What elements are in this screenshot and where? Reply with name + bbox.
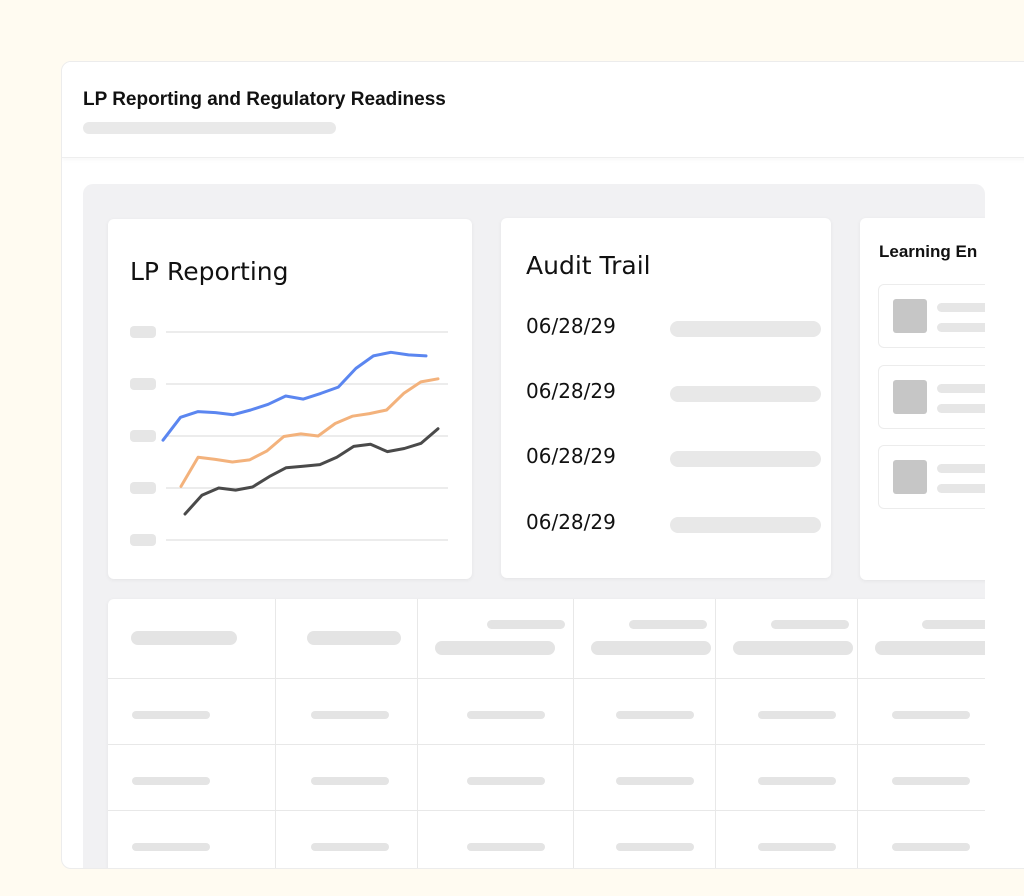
audit-entry[interactable]: 06/28/29: [526, 379, 826, 409]
cell-placeholder: [616, 777, 694, 785]
y-tick-placeholder: [130, 378, 156, 390]
series-line-1: [179, 377, 440, 488]
column-divider: [715, 599, 716, 868]
subtitle-placeholder: [83, 122, 336, 134]
cell-placeholder: [311, 843, 389, 851]
lp-reporting-chart: [130, 326, 448, 546]
row-divider: [108, 678, 985, 679]
learning-title: Learning En: [879, 242, 978, 261]
column-divider: [275, 599, 276, 868]
cell-placeholder: [758, 711, 836, 719]
cell-placeholder: [132, 711, 210, 719]
audit-entry[interactable]: 06/28/29: [526, 314, 826, 344]
series-line-2: [183, 427, 440, 516]
data-table: [108, 599, 985, 868]
column-divider: [573, 599, 574, 868]
cell-placeholder: [892, 777, 970, 785]
learning-item[interactable]: [878, 365, 985, 429]
series-line-0: [161, 350, 428, 442]
audit-entry-date: 06/28/29: [526, 379, 616, 403]
cell-placeholder: [758, 843, 836, 851]
text-placeholder: [937, 464, 985, 473]
cell-placeholder: [922, 620, 985, 629]
y-tick-placeholder: [130, 534, 156, 546]
audit-entry[interactable]: 06/28/29: [526, 444, 826, 474]
cell-placeholder: [311, 711, 389, 719]
audit-entry-date: 06/28/29: [526, 510, 616, 534]
audit-entry-date: 06/28/29: [526, 314, 616, 338]
audit-entry-placeholder: [670, 321, 821, 337]
text-placeholder: [937, 303, 985, 312]
lp-reporting-card[interactable]: LP Reporting: [108, 219, 472, 579]
cell-placeholder: [875, 641, 985, 655]
cell-placeholder: [132, 777, 210, 785]
audit-entry-placeholder: [670, 517, 821, 533]
cell-placeholder: [616, 711, 694, 719]
dashboard-canvas: LP Reporting Audit Trail 06/28/29 06/28/…: [83, 184, 985, 868]
audit-trail-card[interactable]: Audit Trail 06/28/29 06/28/29 06/28/29 0…: [501, 218, 831, 578]
cell-placeholder: [616, 843, 694, 851]
row-divider: [108, 810, 985, 811]
thumbnail-placeholder: [893, 460, 927, 494]
text-placeholder: [937, 404, 985, 413]
window-header: LP Reporting and Regulatory Readiness: [62, 62, 1024, 158]
learning-item[interactable]: [878, 445, 985, 509]
cell-placeholder: [307, 631, 401, 645]
cell-placeholder: [591, 641, 711, 655]
y-tick-placeholder: [130, 430, 156, 442]
learning-card[interactable]: Learning En: [860, 218, 985, 580]
text-placeholder: [937, 484, 985, 493]
page-title: LP Reporting and Regulatory Readiness: [83, 89, 446, 110]
cell-placeholder: [892, 843, 970, 851]
text-placeholder: [937, 323, 985, 332]
cell-placeholder: [131, 631, 237, 645]
column-divider: [417, 599, 418, 868]
text-placeholder: [937, 384, 985, 393]
audit-entry-placeholder: [670, 386, 821, 402]
audit-entry-placeholder: [670, 451, 821, 467]
cell-placeholder: [892, 711, 970, 719]
cell-placeholder: [311, 777, 389, 785]
cell-placeholder: [771, 620, 849, 629]
audit-entry[interactable]: 06/28/29: [526, 510, 826, 540]
app-window: LP Reporting and Regulatory Readiness LP…: [61, 61, 1024, 869]
audit-entry-date: 06/28/29: [526, 444, 616, 468]
lp-reporting-title: LP Reporting: [130, 257, 289, 286]
cell-placeholder: [467, 843, 545, 851]
cell-placeholder: [487, 620, 565, 629]
cell-placeholder: [467, 777, 545, 785]
cell-placeholder: [132, 843, 210, 851]
cell-placeholder: [758, 777, 836, 785]
cell-placeholder: [435, 641, 555, 655]
column-divider: [857, 599, 858, 868]
y-tick-placeholder: [130, 326, 156, 338]
thumbnail-placeholder: [893, 380, 927, 414]
audit-trail-title: Audit Trail: [526, 251, 651, 280]
y-tick-placeholder: [130, 482, 156, 494]
thumbnail-placeholder: [893, 299, 927, 333]
cell-placeholder: [629, 620, 707, 629]
learning-item[interactable]: [878, 284, 985, 348]
row-divider: [108, 744, 985, 745]
cell-placeholder: [467, 711, 545, 719]
cell-placeholder: [733, 641, 853, 655]
